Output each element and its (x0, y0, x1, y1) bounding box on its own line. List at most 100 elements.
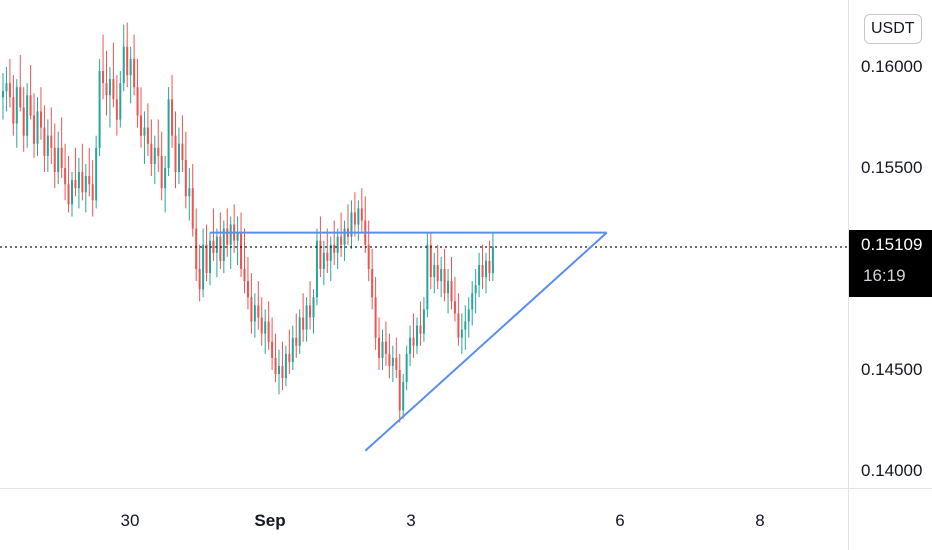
candle (271, 317, 274, 370)
candle-body (222, 228, 225, 261)
candle (367, 220, 370, 282)
candle-body (122, 46, 125, 84)
candle-body (357, 208, 360, 225)
candle (140, 87, 142, 148)
candle (229, 216, 232, 269)
candle (64, 143, 67, 201)
candle (77, 157, 80, 209)
candlestick-chart[interactable] (0, 0, 848, 488)
candle (453, 277, 456, 322)
candle (2, 73, 4, 120)
candle-body (205, 244, 208, 274)
candle-body (108, 79, 111, 96)
candle (295, 313, 298, 358)
candle (240, 212, 243, 278)
candle (253, 293, 256, 338)
candle (364, 196, 367, 253)
candle-body (112, 79, 115, 100)
candle (122, 24, 125, 92)
price-axis[interactable]: USDT 0.16000 0.15500 0.14500 0.14000 0.1… (848, 0, 932, 488)
candle-body (333, 244, 336, 253)
candle-body (243, 269, 246, 282)
candle-body (419, 325, 422, 334)
trendline-support[interactable] (364, 231, 608, 452)
candle-body (215, 236, 218, 253)
candle-body (74, 180, 77, 189)
candle-body (326, 252, 329, 261)
candle (347, 204, 349, 245)
candle-body (422, 309, 425, 334)
candle-body (43, 127, 46, 156)
candle-body (471, 293, 474, 310)
candle-body (274, 357, 277, 375)
currency-badge[interactable]: USDT (864, 14, 922, 44)
candle (146, 103, 149, 156)
candle-body (426, 244, 429, 310)
candle (371, 248, 374, 310)
candle (39, 87, 42, 140)
last-price-badge: 0.15109 16:19 (849, 229, 932, 297)
candle-body (384, 341, 387, 354)
candle (426, 232, 429, 318)
candle (326, 228, 329, 274)
trendlines-layer[interactable] (210, 231, 608, 452)
candle (257, 281, 260, 330)
candle (95, 135, 98, 209)
candle-body (146, 127, 149, 144)
candle-body (136, 87, 139, 116)
candle-body (150, 143, 153, 164)
candle (374, 277, 377, 350)
candle (177, 127, 180, 185)
candle (19, 54, 22, 112)
candle (202, 228, 205, 298)
candle-body (378, 337, 381, 358)
candle (105, 50, 108, 116)
candle-body (260, 317, 263, 334)
candle-body (2, 91, 4, 98)
candle-body (412, 337, 415, 346)
candle-body (291, 337, 294, 362)
candle-body (284, 353, 287, 379)
candle-body (305, 305, 308, 330)
candle (298, 309, 301, 354)
candle (195, 208, 198, 282)
candle (71, 172, 73, 217)
candle (422, 297, 425, 342)
candle-body (98, 71, 101, 148)
chart-plot-area[interactable] (0, 0, 848, 488)
candle (136, 58, 139, 128)
candle (381, 329, 384, 370)
candle-body (57, 147, 60, 173)
candle (108, 67, 111, 128)
last-price-value: 0.15109 (861, 234, 923, 254)
candle (209, 232, 211, 286)
candle (315, 228, 318, 306)
candle-body (240, 232, 243, 269)
candle-body (126, 46, 129, 76)
candle (12, 75, 15, 136)
candle (91, 159, 94, 217)
candle (115, 75, 118, 136)
candle (333, 220, 336, 265)
time-axis[interactable]: 30 Sep 3 6 8 (0, 488, 848, 550)
candle (329, 236, 332, 282)
candle-body (478, 264, 481, 286)
candle-body (491, 246, 494, 274)
candle-body (177, 143, 180, 173)
candle-body (246, 281, 249, 298)
candle-body (295, 337, 298, 346)
candle-body (143, 127, 146, 136)
candle (305, 297, 308, 342)
candle (222, 220, 225, 274)
candle-body (409, 337, 412, 354)
candle-body (67, 184, 70, 205)
candle (205, 224, 208, 282)
candle-body (191, 188, 194, 229)
candle-body (450, 281, 453, 302)
candle (440, 256, 443, 298)
candle (281, 341, 284, 391)
candle (353, 192, 356, 237)
candle (198, 244, 201, 302)
candle (457, 293, 460, 346)
candle-body (229, 224, 232, 245)
